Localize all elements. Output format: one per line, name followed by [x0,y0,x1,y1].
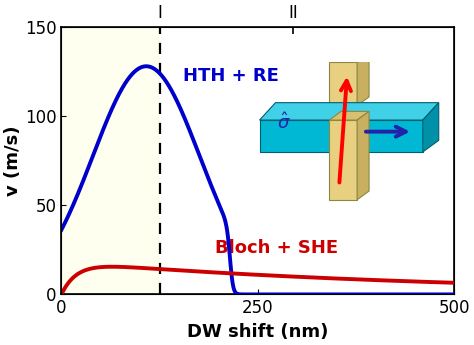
Bar [260,120,423,152]
Text: HTH + RE: HTH + RE [183,67,279,85]
Polygon shape [357,111,369,200]
Y-axis label: v (m/s): v (m/s) [4,126,22,196]
Polygon shape [329,111,369,120]
Polygon shape [357,59,369,106]
Polygon shape [329,120,357,200]
Bar [62,27,160,294]
Text: $\hat{\sigma}$: $\hat{\sigma}$ [276,112,291,133]
Polygon shape [260,103,439,120]
Polygon shape [329,62,357,106]
Polygon shape [423,103,439,152]
X-axis label: DW shift (nm): DW shift (nm) [187,323,328,341]
Text: Bloch + SHE: Bloch + SHE [215,239,337,257]
